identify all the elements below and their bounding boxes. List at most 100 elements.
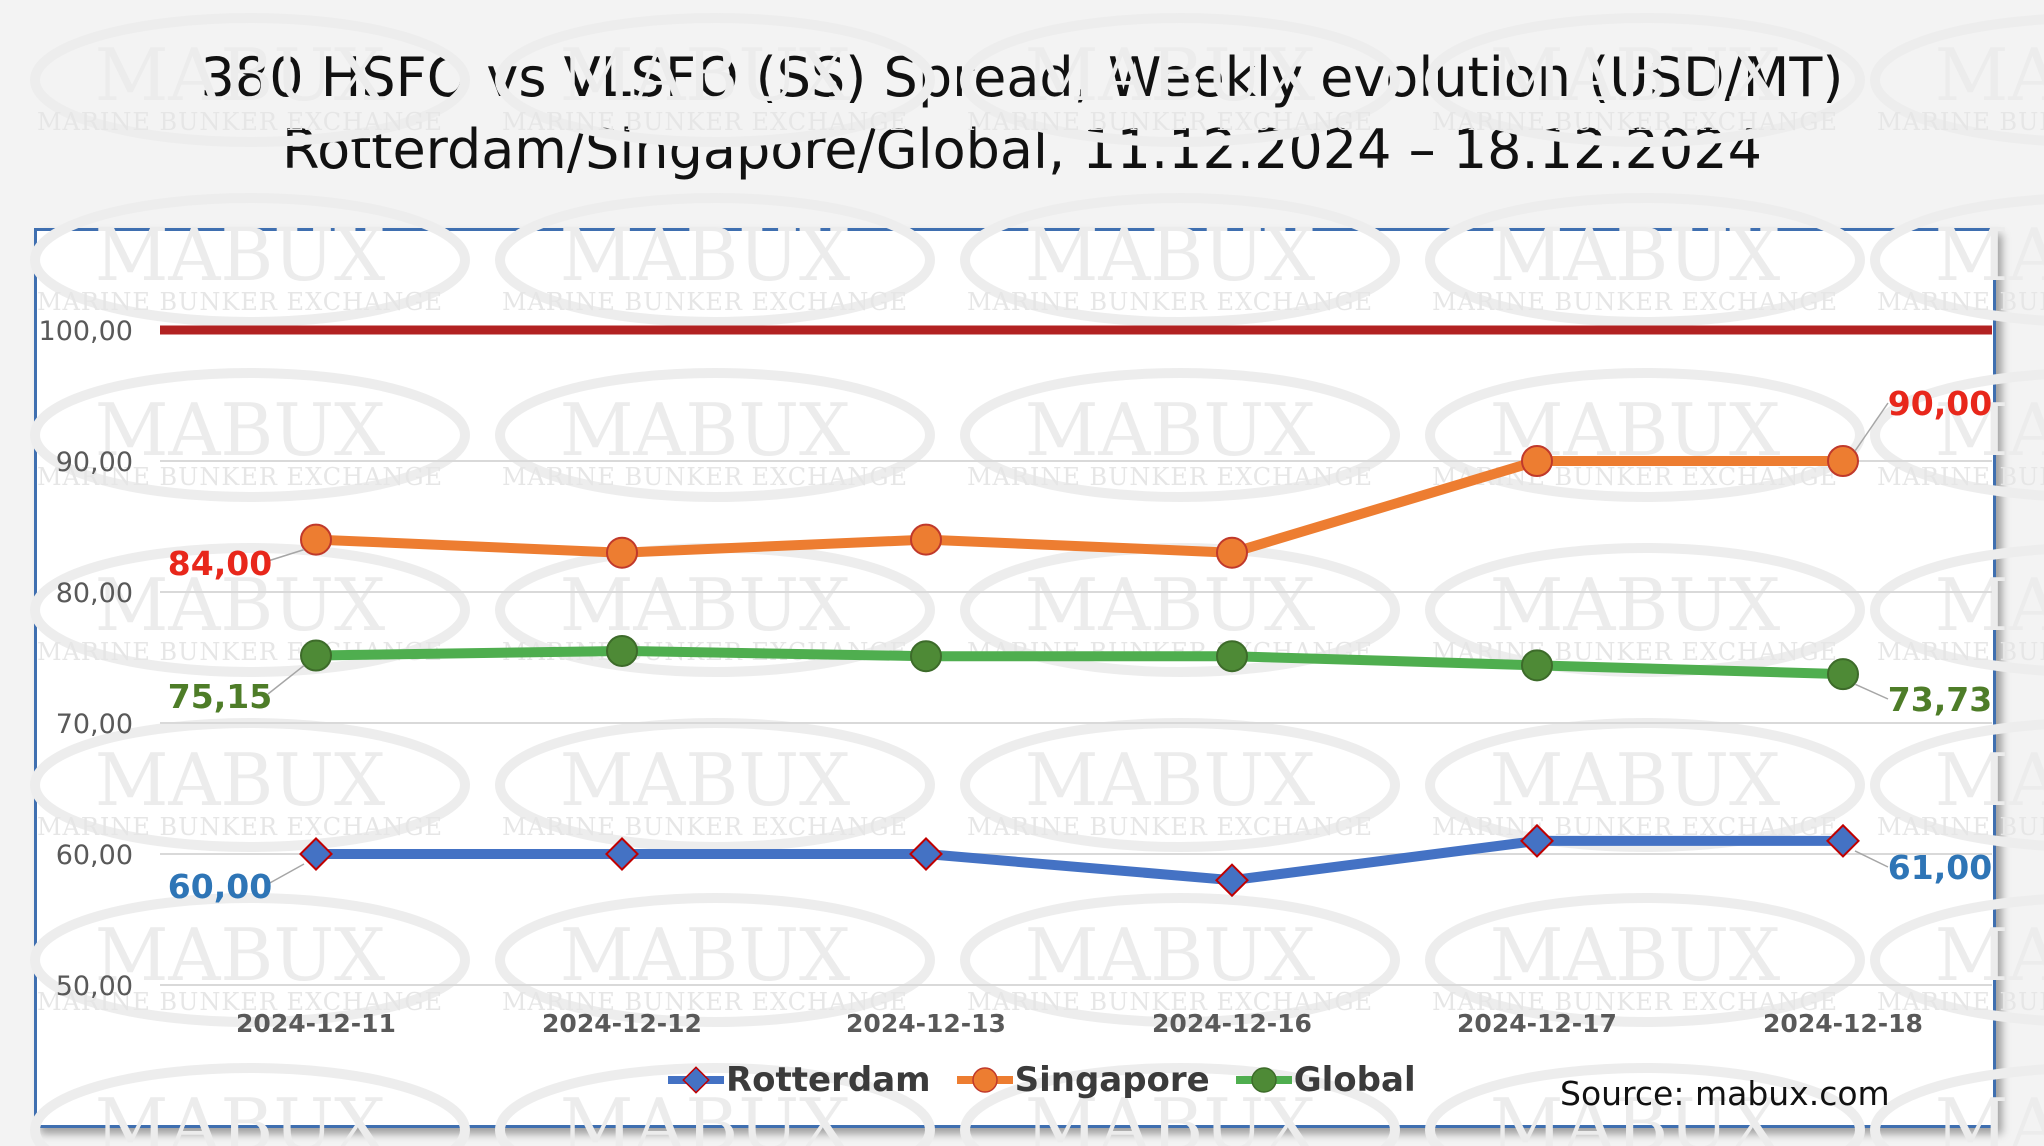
point-global <box>300 639 332 672</box>
watermark-swoosh <box>1425 893 1865 1027</box>
watermark-brand: MABUX <box>560 213 851 297</box>
watermark-brand: MABUX <box>1935 563 2044 647</box>
watermark-brand: MABUX <box>95 213 386 297</box>
legend: Rotterdam Singapore Global <box>668 1058 1442 1102</box>
watermark-brand: MABUX <box>1490 563 1781 647</box>
x-tick-label: 2024-12-12 <box>542 1009 702 1038</box>
watermark-subtitle: MARINE BUNKER EXCHANGE <box>1877 288 2044 316</box>
point-global <box>1521 649 1553 682</box>
watermark-brand: MABUX <box>1025 738 1316 822</box>
watermark-brand: MABUX <box>95 1083 386 1146</box>
watermark-swoosh <box>30 543 470 677</box>
watermark-brand: MABUX <box>1025 213 1316 297</box>
watermark-brand: MABUX <box>1935 1083 2044 1146</box>
watermark-brand: MABUX <box>1025 913 1316 997</box>
watermark-subtitle: MARINE BUNKER EXCHANGE <box>502 463 908 491</box>
legend-item-global[interactable]: Global <box>1235 1060 1416 1100</box>
y-tick-label: 60,00 <box>56 840 133 871</box>
legend-rotterdam-marker <box>668 1066 724 1094</box>
point-rotterdam <box>1215 863 1249 898</box>
watermark-swoosh <box>960 1063 1400 1146</box>
watermark-brand: MABUX <box>1025 388 1316 472</box>
watermark-brand: MABUX <box>560 913 851 997</box>
watermark-subtitle: MARINE BUNKER EXCHANGE <box>502 288 908 316</box>
watermark-subtitle: MARINE BUNKER EXCHANGE <box>967 463 1373 491</box>
watermark-brand: MABUX <box>560 563 851 647</box>
watermark-swoosh <box>960 13 1400 147</box>
watermark-brand: MABUX <box>1025 33 1316 117</box>
y-tick-label: 100,00 <box>39 316 133 347</box>
leader-line <box>267 664 305 695</box>
watermark-subtitle: MARINE BUNKER EXCHANGE <box>1432 108 1838 136</box>
series-line-rotterdam <box>311 835 1848 886</box>
watermark-subtitle: MARINE BUNKER EXCHANGE <box>37 463 443 491</box>
point-singapore <box>1827 445 1859 477</box>
watermark-swoosh <box>30 368 470 502</box>
x-tick-label: 2024-12-16 <box>1152 1009 1312 1038</box>
point-global <box>1216 640 1248 673</box>
watermark-swoosh <box>1870 14 2044 146</box>
watermark-swoosh <box>30 893 470 1027</box>
point-singapore <box>1216 536 1248 569</box>
data-label-last: 61,00 <box>1888 848 1992 887</box>
watermark-subtitle: MARINE BUNKER EXCHANGE <box>967 813 1373 841</box>
point-rotterdam <box>1520 823 1554 858</box>
watermark-swoosh <box>30 193 470 327</box>
data-label-first: 75,15 <box>168 677 272 716</box>
watermark-subtitle: MARINE BUNKER EXCHANGE <box>502 988 908 1016</box>
data-label-last: 90,00 <box>1888 384 1992 423</box>
point-rotterdam <box>299 837 333 871</box>
leader-line <box>1854 402 1889 452</box>
watermark-subtitle: MARINE BUNKER EXCHANGE <box>1877 108 2044 136</box>
data-label-first: 84,00 <box>168 544 272 583</box>
watermark-subtitle: MARINE BUNKER EXCHANGE <box>37 988 443 1016</box>
point-singapore <box>910 523 942 556</box>
point-singapore <box>300 523 332 556</box>
legend-item-rotterdam[interactable]: Rotterdam <box>668 1060 931 1100</box>
watermark-subtitle: MARINE BUNKER EXCHANGE <box>502 108 908 136</box>
legend-rotterdam-label: Rotterdam <box>726 1060 931 1100</box>
point-rotterdam <box>1826 823 1860 858</box>
watermark-swoosh <box>960 368 1400 502</box>
legend-item-singapore[interactable]: Singapore <box>956 1060 1210 1100</box>
watermark-subtitle: MARINE BUNKER EXCHANGE <box>1877 813 2044 841</box>
watermark-subtitle: MARINE BUNKER EXCHANGE <box>37 108 443 136</box>
watermark-subtitle: MARINE BUNKER EXCHANGE <box>967 108 1373 136</box>
watermark-swoosh <box>1425 193 1865 327</box>
watermark-swoosh <box>1870 544 2044 676</box>
watermark-swoosh <box>1425 368 1865 502</box>
point-singapore <box>606 536 638 569</box>
legend-singapore-marker <box>956 1067 1013 1093</box>
watermark-brand: MABUX <box>1490 738 1781 822</box>
watermark-brand: MABUX <box>95 388 386 472</box>
watermark-subtitle: MARINE BUNKER EXCHANGE <box>1432 288 1838 316</box>
y-tick-label: 70,00 <box>56 709 133 740</box>
watermark-subtitle: MARINE BUNKER EXCHANGE <box>967 988 1373 1016</box>
source-note: Source: mabux.com <box>1560 1074 1890 1113</box>
leader-line <box>267 863 305 885</box>
watermark-brand: MABUX <box>95 738 386 822</box>
watermark-subtitle: MARINE BUNKER EXCHANGE <box>1877 638 2044 666</box>
watermark-subtitle: MARINE BUNKER EXCHANGE <box>1877 988 2044 1016</box>
watermark-swoosh <box>1870 894 2044 1026</box>
leader-line <box>267 548 305 562</box>
watermark-brand: MABUX <box>560 33 851 117</box>
watermark-brand: MABUX <box>1935 213 2044 297</box>
